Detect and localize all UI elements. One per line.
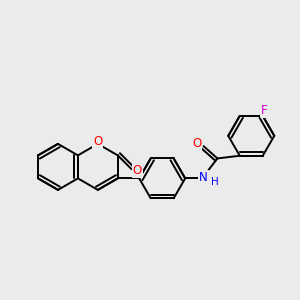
- Text: H: H: [211, 177, 219, 187]
- Text: O: O: [192, 137, 202, 150]
- Text: O: O: [132, 164, 142, 177]
- Text: N: N: [199, 171, 208, 184]
- Text: O: O: [93, 135, 103, 148]
- Text: F: F: [261, 104, 268, 117]
